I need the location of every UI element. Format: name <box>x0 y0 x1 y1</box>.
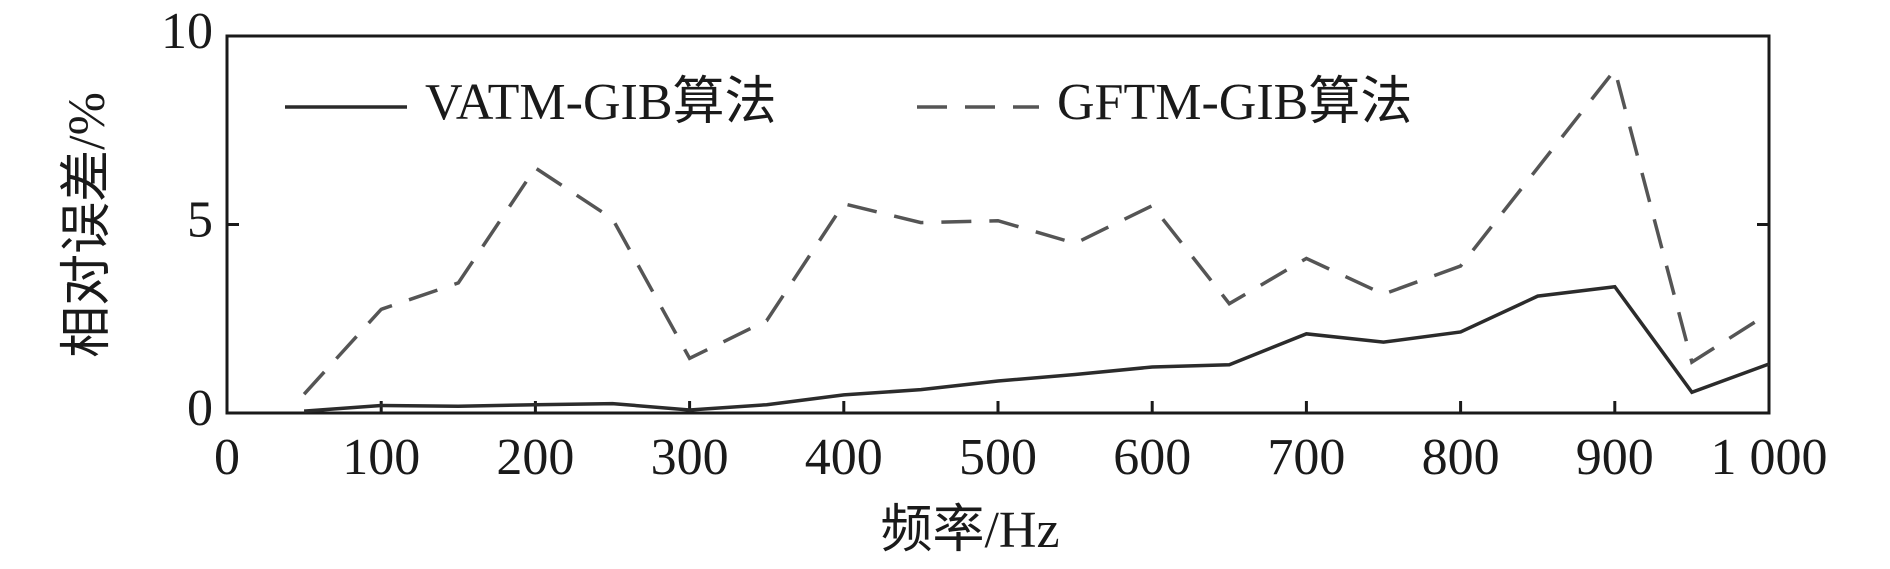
x-tick-label: 600 <box>1113 429 1191 486</box>
y-tick-label: 5 <box>187 191 213 248</box>
series-line <box>302 66 1770 396</box>
series-line <box>303 284 1770 413</box>
x-tick-label: 100 <box>342 429 420 486</box>
x-tick-label: 900 <box>1576 429 1654 486</box>
y-axis-label: 相对误差/% <box>59 92 116 358</box>
legend-label: VATM-GIB算法 <box>425 74 777 131</box>
x-tick-label: 400 <box>805 429 883 486</box>
x-tick-label: 500 <box>959 429 1037 486</box>
legend-label: GFTM-GIB算法 <box>1057 74 1412 131</box>
x-axis-label: 频率/Hz <box>880 502 1059 559</box>
x-tick-label: 200 <box>496 429 574 486</box>
y-tick-label: 0 <box>187 380 213 437</box>
y-tick-label: 10 <box>161 3 213 60</box>
x-tick-label: 800 <box>1422 429 1500 486</box>
x-tick-label: 0 <box>214 429 240 486</box>
x-tick-label: 300 <box>651 429 729 486</box>
x-tick-label: 1 000 <box>1711 429 1828 486</box>
x-tick-label: 700 <box>1267 429 1345 486</box>
